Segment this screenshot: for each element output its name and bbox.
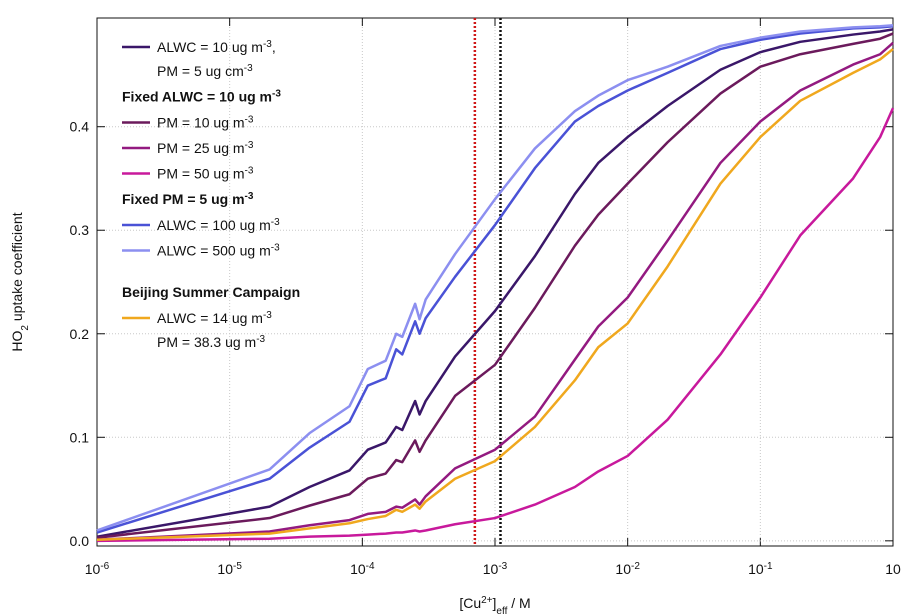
y-tick-label: 0.2 xyxy=(70,326,90,342)
tick-base: 10 xyxy=(483,561,499,577)
text-segment: PM = 50 ug m xyxy=(157,166,245,182)
text-segment: -3 xyxy=(245,191,254,202)
series-line xyxy=(96,28,894,538)
text-segment: Beijing Summer Campaign xyxy=(122,284,300,300)
y-tick-label: 0.4 xyxy=(70,119,90,135)
text-segment: Fixed ALWC = 10 ug m xyxy=(122,89,272,105)
text-segment: -3 xyxy=(245,165,254,176)
tick-exponent: -6 xyxy=(100,561,109,572)
text-segment: -3 xyxy=(256,334,265,345)
legend-label: ALWC = 14 ug m-3 xyxy=(157,310,272,327)
x-tick-label: 10-1 xyxy=(748,561,773,578)
text-segment: 2+ xyxy=(481,595,493,606)
x-tick-label: 10-4 xyxy=(350,561,375,578)
legend-label: ALWC = 100 ug m-3 xyxy=(157,217,280,234)
text-segment: ] xyxy=(493,595,497,611)
legend-label: PM = 38.3 ug m-3 xyxy=(157,334,266,351)
text-segment: -3 xyxy=(244,63,253,74)
text-segment: -3 xyxy=(245,114,254,125)
tick-base: 10 xyxy=(350,561,366,577)
legend-label: PM = 10 ug m-3 xyxy=(157,114,254,131)
y-axis-label: HO2 uptake coefficient xyxy=(9,212,31,351)
tick-base: 10 xyxy=(217,561,233,577)
series-line xyxy=(96,24,894,532)
text-segment: -3 xyxy=(245,140,254,151)
text-segment: eff xyxy=(496,606,507,616)
text-segment: -3 xyxy=(271,242,280,253)
plot-frame xyxy=(96,17,894,547)
series-line xyxy=(96,25,894,534)
text-segment: [Cu xyxy=(459,595,481,611)
legend-heading: Fixed ALWC = 10 ug m-3 xyxy=(122,88,281,105)
text-segment: ALWC = 500 ug m xyxy=(157,243,271,259)
tick-exponent: -3 xyxy=(498,561,507,572)
y-tick-label: 0.1 xyxy=(70,429,90,445)
tick-base: 10 xyxy=(748,561,764,577)
legend-heading: Beijing Summer Campaign xyxy=(122,284,300,300)
x-tick-label: 10-6 xyxy=(85,561,110,578)
y-tick-label: 0.0 xyxy=(70,533,90,549)
text-segment: -3 xyxy=(272,88,281,99)
text-segment: , xyxy=(272,39,276,55)
tick-exponent: -1 xyxy=(764,561,773,572)
tick-exponent: -2 xyxy=(631,561,640,572)
legend-label: ALWC = 10 ug m-3, xyxy=(157,39,276,56)
text-segment: / M xyxy=(507,595,530,611)
text-segment: -3 xyxy=(271,217,280,228)
text-segment: Fixed PM = 5 ug m xyxy=(122,191,245,207)
text-segment: ALWC = 100 ug m xyxy=(157,217,271,233)
series-line xyxy=(96,107,895,543)
tick-base: 10 xyxy=(615,561,631,577)
x-tick-label: 10-3 xyxy=(483,561,508,578)
y-tick-label: 0.3 xyxy=(70,222,90,238)
x-tick-label: 10-5 xyxy=(217,561,242,578)
text-segment: 2 xyxy=(20,325,31,331)
legend-label: ALWC = 500 ug m-3 xyxy=(157,242,280,259)
legend-label: PM = 5 ug cm-3 xyxy=(157,63,253,80)
legend-label: PM = 25 ug m-3 xyxy=(157,140,254,157)
text-segment: PM = 38.3 ug m xyxy=(157,334,256,350)
legend-heading: Fixed PM = 5 ug m-3 xyxy=(122,191,254,208)
series-line xyxy=(96,32,894,539)
text-segment: PM = 10 ug m xyxy=(157,115,245,131)
tick-exponent: -5 xyxy=(233,561,242,572)
x-tick-label: 10 xyxy=(885,561,901,577)
text-segment: -3 xyxy=(263,39,272,50)
text-segment: PM = 5 ug cm xyxy=(157,63,244,79)
tick-exponent: -4 xyxy=(366,561,375,572)
tick-base: 10 xyxy=(885,561,901,577)
text-segment: PM = 25 ug m xyxy=(157,140,245,156)
text-segment: uptake coefficient xyxy=(9,212,25,325)
series-line xyxy=(96,41,894,542)
legend-label: PM = 50 ug m-3 xyxy=(157,165,254,182)
text-segment: ALWC = 14 ug m xyxy=(157,310,263,326)
text-segment: -3 xyxy=(263,310,272,321)
x-axis-label: [Cu2+]eff / M xyxy=(459,595,530,616)
text-segment: HO xyxy=(9,330,25,351)
tick-base: 10 xyxy=(85,561,101,577)
series-line xyxy=(96,48,894,542)
x-tick-label: 10-2 xyxy=(615,561,640,578)
text-segment: ALWC = 10 ug m xyxy=(157,39,263,55)
